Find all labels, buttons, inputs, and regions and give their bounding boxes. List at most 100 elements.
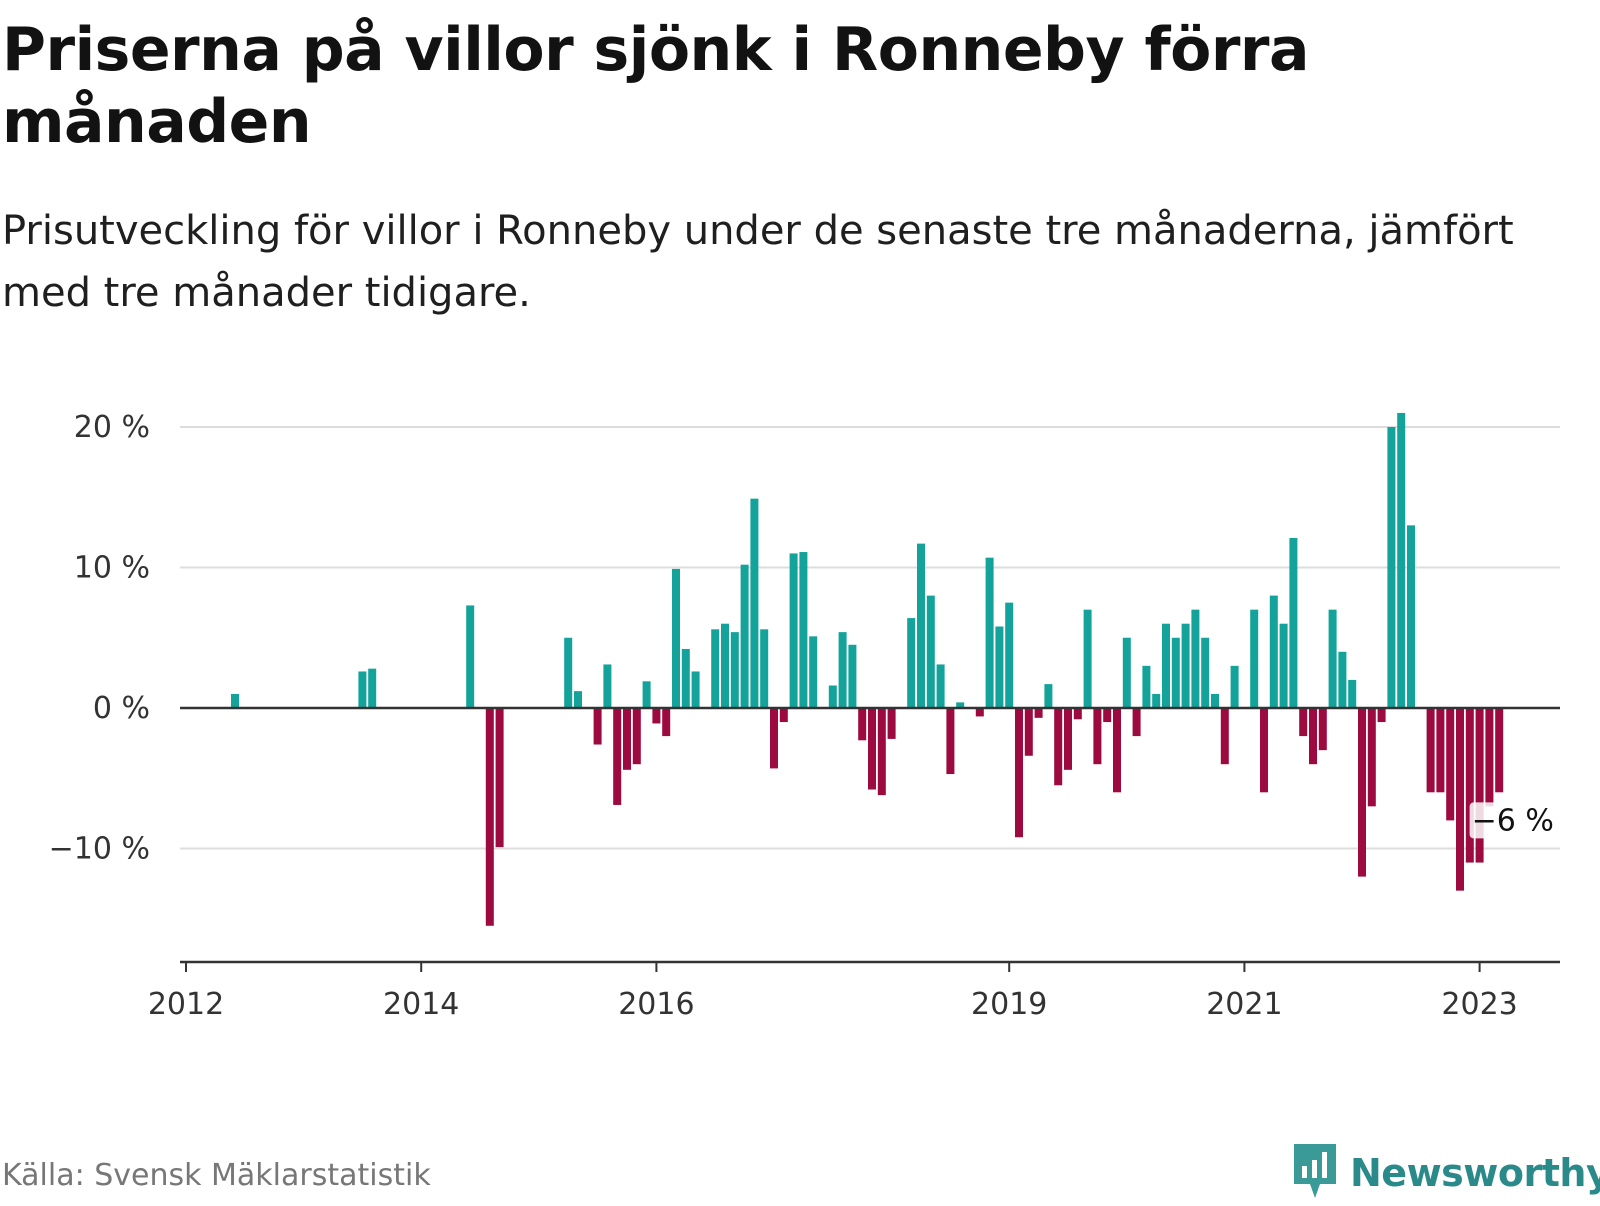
bar-negative [495,708,504,848]
bar-negative [1073,708,1082,720]
bar-negative [1485,708,1494,807]
bar-positive [1211,693,1219,708]
bar-positive [1171,637,1180,708]
annotations: −6 % [1469,802,1554,839]
bar-positive [750,498,759,708]
newsworthy-logo-icon [1290,1140,1340,1206]
bar-negative [975,708,984,717]
bar-negative [623,708,631,770]
bar-positive [926,595,935,708]
x-tick-label: 2021 [1206,987,1282,1020]
bar-positive [1289,537,1298,708]
bar-positive [760,629,769,708]
bar-positive [1162,623,1170,708]
grid-lines [180,426,1560,850]
bar-negative [1318,708,1327,751]
source-note: Källa: Svensk Mäklarstatistik [2,1158,431,1193]
bar-positive [1250,609,1259,708]
bar-positive [1348,679,1357,708]
bar-negative [1220,708,1229,765]
bar-negative [1456,708,1464,891]
bar-negative [877,708,886,796]
bar-positive [848,644,857,708]
bar-positive [1397,412,1406,708]
bar-positive [691,671,700,708]
bar-positive [799,552,808,708]
tick-labels: 20 % 10 % 0 % −10 % 2012 2014 2016 2019 2021 2023 [49,410,1518,1020]
bar-negative [779,708,788,723]
bar-positive [564,637,573,708]
bar-positive [1407,525,1415,708]
x-tick-label: 2014 [383,987,459,1020]
bar-positive [1230,665,1239,708]
bar-positive [466,605,475,708]
bars [231,412,1504,926]
bar-positive [1044,684,1053,708]
bar-negative [1024,708,1033,756]
bar-positive [995,626,1004,708]
bar-positive [681,648,690,708]
bar-positive [730,632,739,708]
bar-positive [1387,427,1396,708]
bar-positive [838,632,847,708]
bar-positive [917,543,925,708]
bar-positive [1201,637,1210,708]
bar-positive [1338,651,1347,708]
bar-positive [1328,609,1337,708]
bar-negative [485,708,494,926]
x-tick-label: 2023 [1441,987,1517,1020]
bar-chart: 20 % 10 % 0 % −10 % 2012 2014 2016 2019 2021 2023… [49,410,1560,1020]
bar-positive [1181,623,1190,708]
bar-negative [1113,708,1121,793]
bar-negative [1377,708,1386,723]
bar-positive [368,668,377,708]
bar-positive [956,702,965,708]
bar-negative [1309,708,1317,765]
bar-negative [1446,708,1455,821]
bar-positive [574,691,582,708]
bar-negative [662,708,671,737]
bar-negative [1034,708,1043,718]
bar-positive [1279,623,1288,708]
bar-positive [1083,609,1092,708]
y-tick-label: 10 % [74,551,150,586]
bar-negative [593,708,602,745]
bar-negative [1064,708,1072,770]
bar-negative [1426,708,1435,793]
x-tick-label: 2012 [148,987,224,1020]
bar-positive [809,636,818,708]
bar-positive [672,568,680,708]
y-tick-label: −10 % [49,832,150,867]
bar-negative [1358,708,1366,877]
bar-positive [721,623,729,708]
bar-positive [603,664,612,708]
bar-positive [828,685,837,708]
x-tick-label: 2019 [971,987,1047,1020]
annotation-background [1469,802,1554,839]
bar-negative [1015,708,1023,838]
bar-negative [613,708,622,805]
bar-negative [1436,708,1445,793]
bar-positive [1152,693,1161,708]
bar-positive [358,671,367,708]
bar-negative [770,708,778,769]
brand-name: Newsworthy [1350,1151,1600,1195]
bar-negative [1495,708,1504,793]
bar-positive [936,664,945,708]
bar-negative [858,708,867,741]
bar-positive [711,629,720,708]
bar-positive [789,553,798,708]
bar-positive [1191,609,1200,708]
bar-negative [1475,708,1484,863]
y-tick-label: 0 % [93,691,150,726]
chart-title: Priserna på villor sjönk i Ronneby förra… [2,15,1310,157]
bar-negative [946,708,955,775]
bar-positive [907,618,916,708]
bar-negative [1093,708,1102,765]
bar-positive [740,564,749,708]
bar-negative [1367,708,1376,807]
bar-positive [642,681,651,708]
bar-positive [1269,595,1278,708]
brand-logo[interactable]: Newsworthy [1290,1140,1600,1206]
bar-positive [1142,665,1151,708]
